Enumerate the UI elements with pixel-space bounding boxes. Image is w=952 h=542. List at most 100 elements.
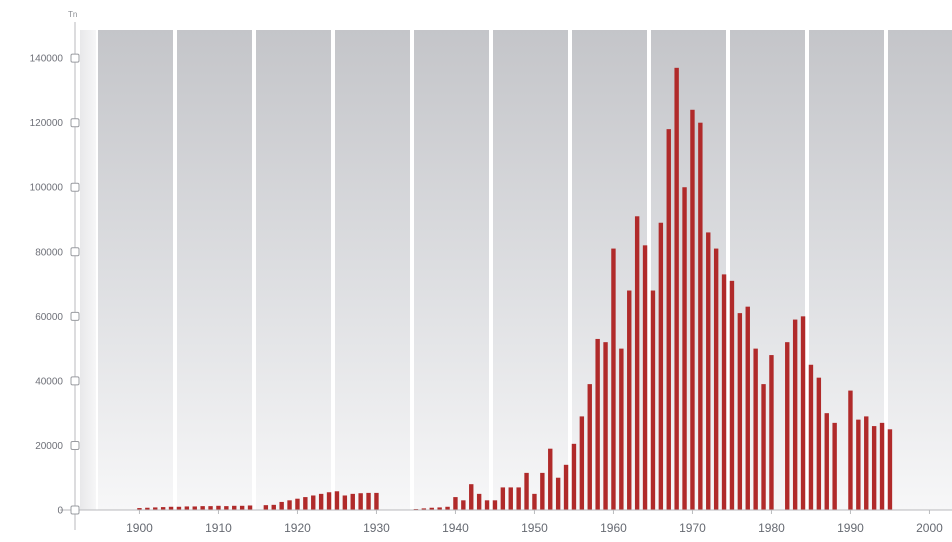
bar-1973	[713, 248, 719, 510]
bar-1968	[674, 67, 679, 510]
bar-1971	[698, 122, 703, 510]
bar-1925	[334, 491, 340, 510]
bar-1955	[571, 443, 577, 510]
bar-1951	[540, 472, 545, 510]
bar-1937	[429, 507, 434, 510]
x-tick-label: 1930	[363, 521, 390, 535]
bar-1988	[832, 422, 837, 510]
bar-1963	[634, 216, 640, 511]
bar-1978	[753, 348, 758, 510]
bar-1967	[666, 129, 671, 510]
y-tick-handle	[70, 505, 80, 515]
bar-1994	[879, 422, 885, 510]
bar-1950	[532, 493, 537, 510]
decade-band	[177, 30, 252, 510]
bar-1969	[682, 187, 687, 511]
decade-band	[888, 30, 952, 510]
decade-band	[335, 30, 410, 510]
bar-1949	[524, 472, 529, 510]
bar-1966	[658, 222, 664, 511]
decade-band	[572, 30, 647, 510]
bar-1972	[706, 232, 711, 510]
y-axis: 0 20000 40000 60000 80000 100000 120000 140000	[30, 22, 80, 530]
decade-band	[730, 30, 805, 510]
bar-1901	[145, 507, 150, 510]
bar-1905	[176, 506, 182, 510]
decade-bands	[80, 30, 952, 510]
decade-band	[256, 30, 331, 510]
bar-1943	[476, 493, 482, 510]
y-tick-label: 20000	[35, 441, 63, 452]
y-tick-handle	[70, 440, 80, 450]
y-tick-label: 140000	[30, 54, 64, 65]
bar-1976	[737, 313, 743, 510]
x-tick-label: 1980	[758, 521, 785, 535]
bar-1958	[595, 338, 600, 510]
x-tick-label: 1960	[600, 521, 627, 535]
bar-1977	[745, 306, 750, 510]
bar-1944	[484, 500, 490, 510]
bar-1929	[366, 492, 371, 510]
bar-1964	[642, 245, 648, 510]
bar-1947	[508, 487, 513, 510]
bar-1918	[279, 501, 284, 510]
bar-1903	[160, 507, 166, 510]
bar-1904	[168, 506, 174, 510]
bar-1975	[729, 280, 735, 510]
bar-1990	[848, 390, 853, 510]
bar-1962	[627, 290, 632, 510]
bar-1911	[224, 506, 229, 510]
bar-1930	[374, 492, 379, 510]
bar-1908	[200, 506, 205, 510]
decade-band	[651, 30, 726, 510]
bar-1927	[350, 493, 355, 510]
y-tick-handle	[70, 53, 80, 63]
bar-1984	[800, 316, 806, 510]
x-tick-label: 1900	[126, 521, 153, 535]
bar-1909	[208, 506, 213, 510]
y-tick-label: 60000	[35, 312, 63, 323]
bar-1945	[492, 500, 498, 510]
bar-1956	[579, 416, 585, 510]
x-tick-label: 1920	[284, 521, 311, 535]
y-tick-label: 0	[57, 506, 63, 517]
y-tick-handle	[70, 182, 80, 192]
x-tick-label: 1940	[442, 521, 469, 535]
bar-1920	[295, 498, 300, 510]
bar-1980	[769, 355, 774, 510]
bar-1991	[856, 419, 861, 510]
bar-1921	[303, 497, 308, 510]
x-tick-label: 1950	[521, 521, 548, 535]
x-tick-label: 1910	[205, 521, 232, 535]
bar-1954	[563, 464, 569, 510]
decade-band	[493, 30, 568, 510]
bar-1992	[864, 416, 869, 510]
bar-1953	[555, 477, 561, 510]
x-tick-label: 1970	[679, 521, 706, 535]
x-axis: 1900 1910 1920 1930 1940 1950 1960 1970 1980 1990…	[126, 510, 943, 535]
decade-band	[98, 30, 173, 510]
bar-1940	[453, 497, 458, 510]
bar-1979	[761, 384, 766, 510]
bar-1982	[785, 342, 790, 510]
bar-1961	[619, 348, 624, 510]
bar-1959	[603, 342, 608, 510]
bar-1941	[461, 500, 466, 510]
y-tick-label: 80000	[35, 247, 63, 258]
bar-1985	[808, 364, 814, 510]
bar-1960	[611, 248, 616, 510]
x-tick-label: 1990	[837, 521, 864, 535]
bar-1938	[437, 507, 442, 510]
bar-1965	[650, 290, 656, 510]
bar-1952	[548, 448, 553, 510]
y-tick-handle	[70, 311, 80, 321]
bar-1906	[184, 506, 190, 510]
bar-1914	[247, 505, 253, 510]
bar-1913	[239, 505, 245, 510]
bar-1942	[469, 484, 474, 510]
bar-1987	[824, 413, 829, 510]
bar-1919	[287, 500, 292, 510]
bar-1924	[326, 492, 332, 510]
y-tick-handle	[70, 118, 80, 128]
y-tick-handle	[70, 247, 80, 257]
